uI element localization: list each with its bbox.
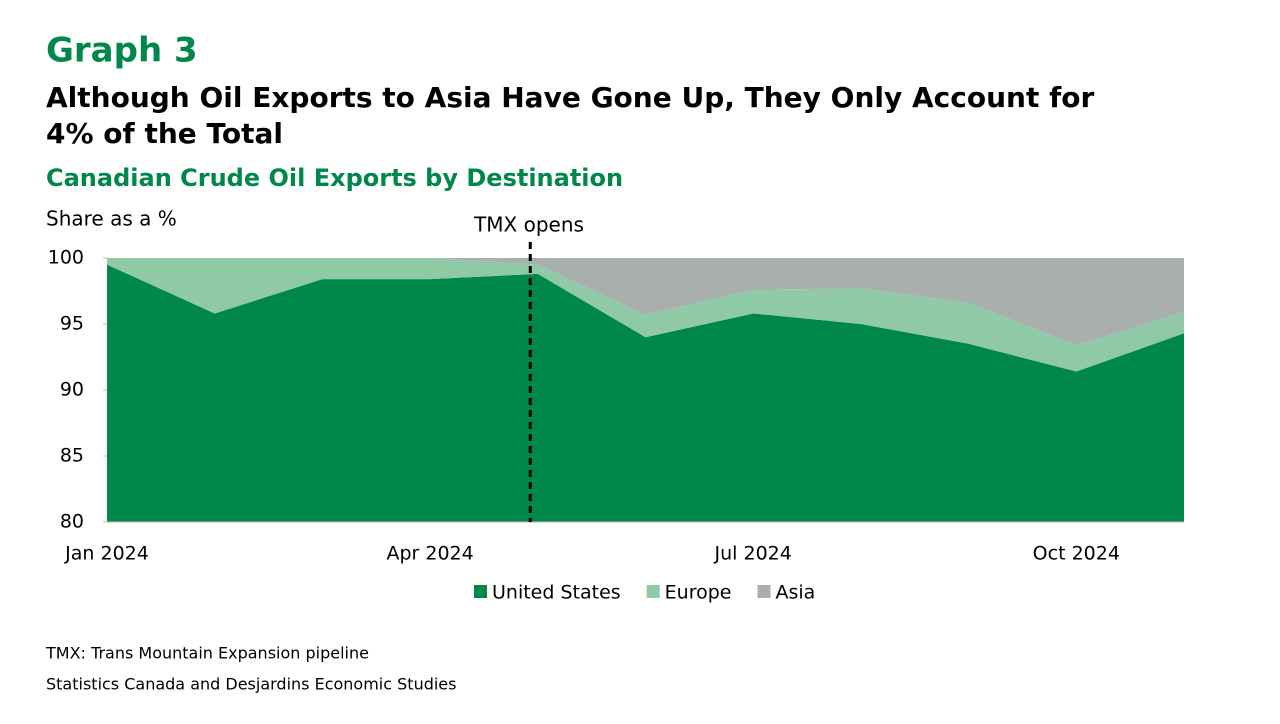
footnote: TMX: Trans Mountain Expansion pipeline	[45, 644, 369, 663]
y-tick-label: 90	[60, 379, 84, 401]
x-tick-label: Jul 2024	[714, 543, 792, 565]
area	[107, 264, 1184, 522]
chart-subtitle: Canadian Crude Oil Exports by Destinatio…	[46, 164, 623, 192]
legend-swatch	[646, 585, 660, 598]
x-tick-label: Oct 2024	[1033, 543, 1120, 565]
header: Graph 3	[46, 31, 198, 71]
y-tick-label: 85	[60, 445, 84, 467]
legend-swatch	[474, 585, 487, 598]
y-axis-label: Share as a %	[46, 207, 177, 231]
legend-label: Europe	[665, 582, 732, 604]
area	[107, 258, 1184, 346]
title-box: Although Oil Exports to Asia Have Gone U…	[46, 81, 1095, 150]
x-tick-label: Jan 2024	[64, 543, 149, 565]
legend-label: United States	[492, 582, 621, 604]
x-tick-label: Apr 2024	[386, 543, 473, 565]
footnote: Statistics Canada and Desjardins Economi…	[46, 675, 456, 694]
legend-swatch	[757, 585, 771, 598]
y-tick-label: 80	[60, 511, 84, 533]
y-tick-label: 100	[48, 247, 84, 269]
legend-label: Asia	[776, 582, 816, 604]
annotation: TMX opens	[473, 213, 584, 237]
y-tick-label: 95	[60, 313, 84, 335]
chart-title: Although Oil Exports to Asia Have Gone U…	[46, 81, 1095, 150]
